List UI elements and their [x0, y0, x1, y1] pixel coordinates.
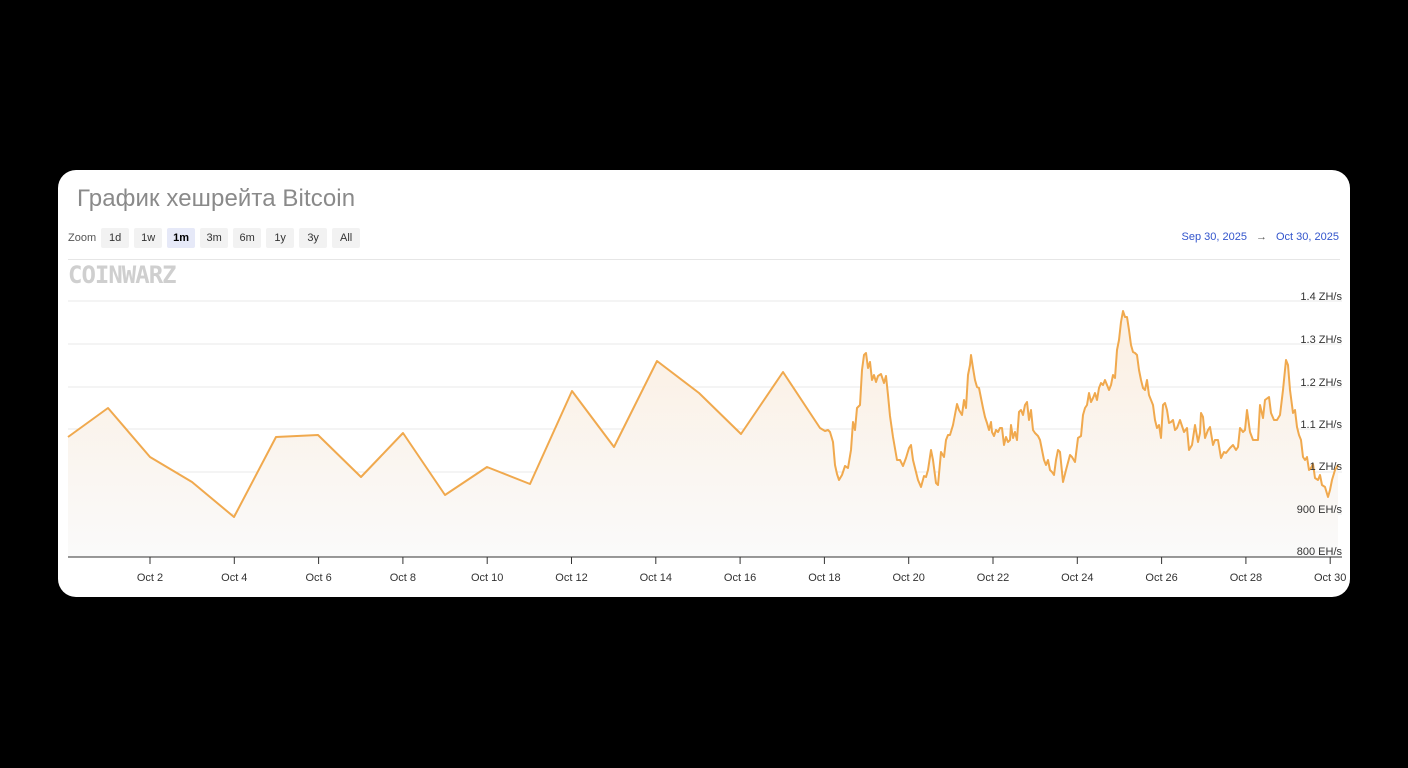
x-tick-label: Oct 4	[221, 572, 247, 584]
x-tick-label: Oct 30	[1314, 572, 1346, 584]
x-tick-label: Oct 20	[892, 572, 924, 584]
hashrate-plot[interactable]: 1.4 ZH/s 1.3 ZH/s 1.2 ZH/s 1.1 ZH/s 1 ZH…	[58, 170, 1350, 597]
coinwarz-watermark-logo: COINWARZ	[68, 261, 177, 289]
y-tick-label: 1.2 ZH/s	[1300, 377, 1342, 389]
y-tick-label: 1.4 ZH/s	[1300, 291, 1342, 303]
x-tick-label: Oct 6	[305, 572, 331, 584]
hashrate-line	[67, 310, 1339, 518]
zoom-1y-button[interactable]: 1y	[266, 228, 295, 248]
x-tick-label: Oct 2	[137, 572, 163, 584]
range-end-date[interactable]: Oct 30, 2025	[1276, 231, 1339, 243]
zoom-selector: Zoom 1d 1w 1m 3m 6m 1y 3y All	[68, 228, 365, 248]
x-tick-label: Oct 22	[977, 572, 1009, 584]
y-tick-label: 1 ZH/s	[1310, 461, 1343, 473]
x-tick-label: Oct 18	[808, 572, 840, 584]
x-tick-label: Oct 16	[724, 572, 756, 584]
x-tick-label: Oct 26	[1145, 572, 1177, 584]
y-tick-label: 1.1 ZH/s	[1300, 419, 1342, 431]
arrow-right-icon: →	[1256, 231, 1267, 243]
zoom-label: Zoom	[68, 232, 97, 244]
x-tick-label: Oct 8	[390, 572, 416, 584]
y-tick-label: 1.3 ZH/s	[1300, 334, 1342, 346]
date-range: Sep 30, 2025 → Oct 30, 2025	[1182, 231, 1339, 243]
x-axis-ticks: Oct 2 Oct 4 Oct 6 Oct 8 Oct 10 Oct 12 Oct 14 Oc…	[137, 557, 1346, 584]
y-tick-label: 800 EH/s	[1297, 546, 1343, 558]
zoom-6m-button[interactable]: 6m	[233, 228, 262, 248]
zoom-all-button[interactable]: All	[332, 228, 361, 248]
header-divider	[68, 259, 1340, 260]
x-tick-label: Oct 14	[640, 572, 672, 584]
x-tick-label: Oct 12	[555, 572, 587, 584]
hashrate-area-fill	[68, 311, 1338, 557]
chart-title: График хешрейта Bitcoin	[77, 185, 356, 212]
range-start-date[interactable]: Sep 30, 2025	[1181, 231, 1247, 243]
zoom-3y-button[interactable]: 3y	[299, 228, 328, 248]
y-axis-labels: 1.4 ZH/s 1.3 ZH/s 1.2 ZH/s 1.1 ZH/s 1 ZH…	[1297, 291, 1343, 558]
y-tick-label: 900 EH/s	[1297, 504, 1343, 516]
hashrate-chart-card: График хешрейта Bitcoin Zoom 1d 1w 1m 3m…	[58, 170, 1350, 597]
zoom-1d-button[interactable]: 1d	[101, 228, 130, 248]
x-tick-label: Oct 24	[1061, 572, 1093, 584]
zoom-3m-button[interactable]: 3m	[200, 228, 229, 248]
x-tick-label: Oct 10	[471, 572, 503, 584]
zoom-1m-button[interactable]: 1m	[167, 228, 196, 248]
x-tick-label: Oct 28	[1230, 572, 1262, 584]
zoom-1w-button[interactable]: 1w	[134, 228, 163, 248]
